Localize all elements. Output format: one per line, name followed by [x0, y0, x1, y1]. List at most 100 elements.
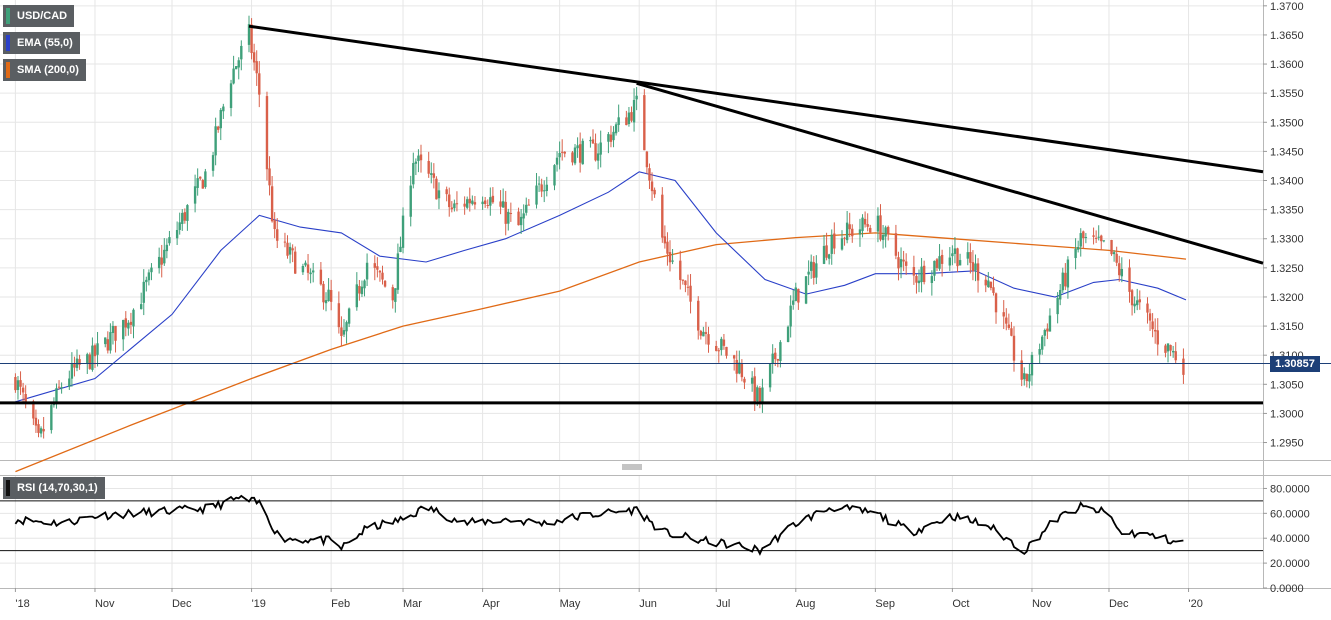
candle-up[interactable] [50, 405, 53, 431]
candle-down[interactable] [1118, 263, 1121, 276]
candle-up[interactable] [327, 289, 330, 302]
candle-up[interactable] [525, 204, 528, 213]
candle-down[interactable] [1005, 317, 1008, 324]
candle-down[interactable] [93, 345, 97, 357]
candle-down[interactable] [199, 176, 202, 179]
candle-up[interactable] [68, 378, 71, 387]
candle-up[interactable] [627, 112, 631, 124]
candle-up[interactable] [1066, 259, 1070, 288]
candle-up[interactable] [412, 163, 415, 185]
candle-up[interactable] [614, 124, 618, 134]
candle-up[interactable] [702, 331, 705, 337]
candle-up[interactable] [1076, 247, 1080, 250]
candle-down[interactable] [1146, 303, 1149, 313]
candle-down[interactable] [504, 201, 507, 224]
candle-up[interactable] [1048, 315, 1052, 332]
candle-down[interactable] [19, 380, 22, 387]
candle-down[interactable] [391, 287, 394, 301]
candle-up[interactable] [858, 229, 862, 235]
candle-up[interactable] [899, 259, 903, 268]
candle-down[interactable] [445, 189, 448, 195]
candle-down[interactable] [912, 267, 916, 276]
candle-up[interactable] [779, 342, 782, 362]
candle-up[interactable] [612, 131, 615, 141]
candle-down[interactable] [286, 242, 289, 256]
pane-resize-handle[interactable] [622, 464, 642, 470]
candle-down[interactable] [448, 194, 451, 208]
candle-down[interactable] [969, 252, 972, 263]
candle-up[interactable] [938, 256, 941, 269]
candle-down[interactable] [124, 318, 127, 328]
candle-down[interactable] [201, 179, 204, 189]
candle-up[interactable] [219, 109, 222, 129]
candle-down[interactable] [689, 285, 692, 302]
candle-up[interactable] [163, 249, 166, 264]
candle-up[interactable] [545, 184, 548, 192]
candle-up[interactable] [165, 244, 169, 252]
candle-up[interactable] [489, 197, 492, 206]
candle-down[interactable] [24, 394, 27, 403]
candle-up[interactable] [147, 272, 151, 281]
candle-down[interactable] [450, 207, 454, 210]
candle-up[interactable] [466, 199, 469, 208]
candle-up[interactable] [786, 326, 790, 342]
candle-up[interactable] [1041, 336, 1044, 350]
candle-down[interactable] [306, 264, 310, 273]
candle-down[interactable] [902, 259, 905, 262]
candle-down[interactable] [825, 245, 828, 258]
candle-up[interactable] [555, 157, 559, 165]
candle-down[interactable] [571, 152, 574, 163]
candle-up[interactable] [365, 262, 369, 280]
candle-up[interactable] [234, 66, 238, 70]
candle-up[interactable] [1133, 303, 1136, 307]
candle-up[interactable] [347, 308, 351, 324]
candle-down[interactable] [509, 213, 513, 215]
candle-up[interactable] [845, 222, 849, 241]
candle-up[interactable] [60, 387, 63, 389]
candle-down[interactable] [753, 376, 756, 402]
candle-up[interactable] [355, 284, 359, 308]
candle-down[interactable] [594, 143, 597, 161]
candle-down[interactable] [57, 386, 61, 388]
candle-up[interactable] [794, 287, 797, 301]
candle-up[interactable] [132, 309, 135, 327]
candle-down[interactable] [1002, 312, 1005, 317]
candle-up[interactable] [96, 343, 99, 355]
candle-down[interactable] [797, 288, 800, 303]
candle-up[interactable] [815, 263, 818, 278]
legend-usdcad[interactable]: USD/CAD [3, 5, 75, 27]
candle-down[interactable] [625, 117, 628, 126]
candle-up[interactable] [91, 345, 94, 370]
candle-up[interactable] [309, 272, 312, 275]
candle-down[interactable] [1115, 253, 1118, 263]
candle-down[interactable] [491, 195, 495, 203]
candle-down[interactable] [88, 354, 92, 369]
candle-up[interactable] [142, 281, 145, 303]
candle-up[interactable] [211, 155, 215, 171]
candle-up[interactable] [589, 140, 592, 142]
candle-down[interactable] [258, 73, 261, 95]
candle-up[interactable] [181, 212, 184, 224]
candle-down[interactable] [732, 355, 736, 359]
candle-up[interactable] [1166, 343, 1170, 352]
candle-down[interactable] [1082, 231, 1085, 239]
candle-down[interactable] [1128, 267, 1131, 292]
candle-down[interactable] [319, 269, 323, 285]
candle-down[interactable] [78, 359, 81, 365]
candle-down[interactable] [851, 228, 854, 237]
candle-down[interactable] [722, 339, 726, 346]
candle-up[interactable] [596, 153, 600, 161]
candle-down[interactable] [879, 215, 882, 240]
candle-up[interactable] [840, 238, 844, 250]
candle-up[interactable] [974, 263, 977, 271]
candle-down[interactable] [887, 226, 890, 235]
candle-up[interactable] [86, 354, 89, 364]
trend-line-1[interactable] [248, 24, 1264, 174]
candle-down[interactable] [679, 260, 682, 280]
candle-up[interactable] [635, 95, 638, 100]
candle-down[interactable] [37, 424, 40, 433]
candle-up[interactable] [196, 178, 199, 188]
candle-down[interactable] [21, 387, 25, 393]
candle-down[interactable] [486, 205, 489, 207]
candle-up[interactable] [401, 215, 405, 248]
